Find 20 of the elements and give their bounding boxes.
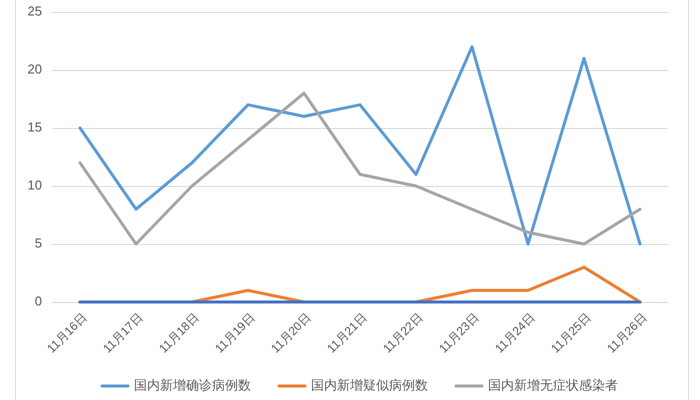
x-tick-label: 11月24日 — [492, 310, 538, 356]
x-tick-label: 11月25日 — [548, 310, 594, 356]
x-tick-label: 11月16日 — [44, 310, 90, 356]
x-tick-label: 11月18日 — [156, 310, 202, 356]
y-tick-label: 20 — [28, 61, 42, 76]
legend-label: 国内新增确诊病例数 — [134, 377, 251, 392]
x-tick-label: 11月19日 — [212, 310, 258, 356]
x-tick-label: 11月21日 — [324, 310, 370, 356]
x-tick-label: 11月23日 — [436, 310, 482, 356]
x-tick-label: 11月22日 — [380, 310, 426, 356]
y-tick-label: 10 — [28, 177, 42, 192]
y-tick-label: 15 — [28, 119, 42, 134]
x-tick-label: 11月17日 — [100, 310, 146, 356]
legend-label: 国内新增疑似病例数 — [311, 377, 428, 392]
y-tick-label: 0 — [34, 293, 42, 308]
y-tick-label: 25 — [28, 3, 42, 18]
x-tick-label: 11月26日 — [604, 310, 650, 356]
y-tick-label: 5 — [34, 235, 42, 250]
legend-label: 国内新增无症状感染者 — [488, 377, 618, 392]
x-tick-label: 11月20日 — [268, 310, 314, 356]
